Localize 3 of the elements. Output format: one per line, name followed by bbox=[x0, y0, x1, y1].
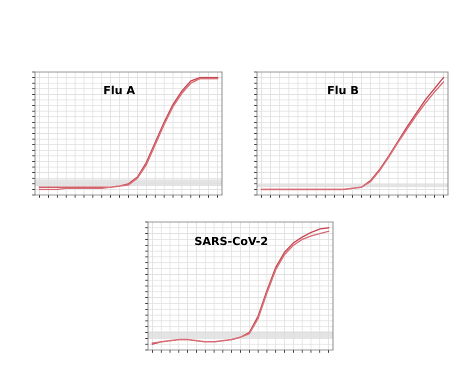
text: Flu A bbox=[104, 86, 135, 94]
text: Flu B bbox=[328, 86, 358, 94]
text: SARS-CoV-2 bbox=[195, 236, 268, 246]
